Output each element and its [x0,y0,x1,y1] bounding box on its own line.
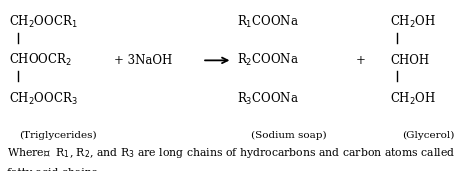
Text: CH$_2$OOCR$_1$: CH$_2$OOCR$_1$ [9,14,78,30]
Text: CH$_2$OOCR$_3$: CH$_2$OOCR$_3$ [9,91,78,107]
Text: R$_2$COONa: R$_2$COONa [237,52,299,68]
Text: CH$_2$OH: CH$_2$OH [390,91,437,107]
Text: fatty acid chains.: fatty acid chains. [7,168,100,171]
Text: CHOH: CHOH [390,54,429,67]
Text: +: + [356,54,365,67]
Text: Where，  R$_1$, R$_2$, and R$_3$ are long chains of hydrocarbons and carbon atoms: Where， R$_1$, R$_2$, and R$_3$ are long … [7,146,456,160]
Text: R$_3$COONa: R$_3$COONa [237,91,299,107]
Text: CH$_2$OH: CH$_2$OH [390,14,437,30]
Text: (Glycerol): (Glycerol) [402,131,454,140]
Text: (Sodium soap): (Sodium soap) [251,131,327,140]
Text: (Triglycerides): (Triglycerides) [18,131,96,140]
Text: CHOOCR$_2$: CHOOCR$_2$ [9,52,73,68]
Text: R$_1$COONa: R$_1$COONa [237,14,299,30]
Text: + 3NaOH: + 3NaOH [114,54,172,67]
